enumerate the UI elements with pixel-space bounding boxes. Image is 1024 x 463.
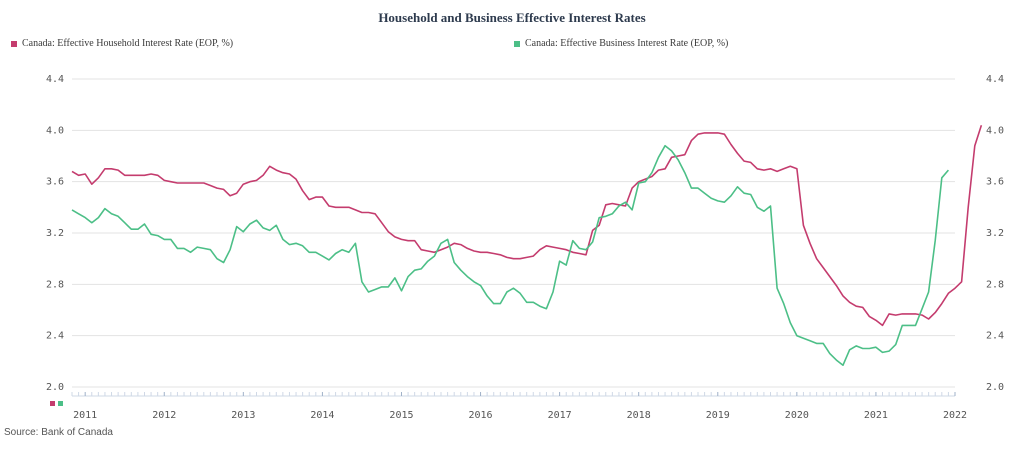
x-tick-label: 2022 [943,410,967,421]
navigator-marker-household[interactable] [50,401,55,406]
x-axis: 2011 2012 2013 2014 2015 2016 2017 2018 2019 2020… [71,392,967,421]
x-tick-label: 2018 [627,410,651,421]
y-tick-label-left: 4.4 [46,74,64,85]
y-tick-label-right: 2.8 [986,279,1004,290]
x-tick-label: 2011 [73,410,97,421]
series-lines [71,124,983,367]
legend-item-household[interactable]: Canada: Effective Household Interest Rat… [11,38,233,49]
x-tick-label: 2013 [231,410,255,421]
y-tick-label-left: 3.6 [46,177,64,188]
y-axis-left: 2.0 2.4 2.8 3.2 3.6 4.0 4.4 [46,74,64,393]
source-note: Source: Bank of Canada [4,427,113,438]
legend-label-household: Canada: Effective Household Interest Rat… [22,38,234,49]
y-tick-label-right: 2.4 [986,331,1004,342]
y-tick-label-right: 3.6 [986,177,1004,188]
x-tick-label: 2012 [152,410,176,421]
navigator-marker-business[interactable] [58,401,63,406]
series-line-business [71,144,950,367]
legend-swatch-household [11,40,17,47]
y-tick-label-left: 4.0 [46,125,64,136]
y-tick-label-right: 3.2 [986,228,1004,239]
y-tick-label-left: 2.4 [46,331,64,342]
legend-label-business: Canada: Effective Business Interest Rate… [525,38,729,49]
chart-title: Household and Business Effective Interes… [378,10,646,25]
series-line-household [71,124,983,327]
y-tick-label-right: 4.0 [986,125,1004,136]
grid-lines [72,78,955,388]
y-tick-label-left: 2.8 [46,279,64,290]
x-tick-label: 2020 [785,410,809,421]
y-tick-label-left: 3.2 [46,228,64,239]
x-tick-label: 2021 [864,410,888,421]
y-tick-label-right: 2.0 [986,382,1004,393]
x-tick-label: 2016 [469,410,493,421]
x-tick-label: 2019 [706,410,730,421]
legend-swatch-business [514,40,520,47]
legend-item-business[interactable]: Canada: Effective Business Interest Rate… [514,38,728,49]
y-tick-label-right: 4.4 [986,74,1004,85]
y-axis-right: 2.0 2.4 2.8 3.2 3.6 4.0 4.4 [986,74,1004,393]
x-tick-label: 2014 [310,410,334,421]
x-tick-label: 2017 [548,410,572,421]
y-tick-label-left: 2.0 [46,382,64,393]
x-tick-label: 2015 [389,410,413,421]
